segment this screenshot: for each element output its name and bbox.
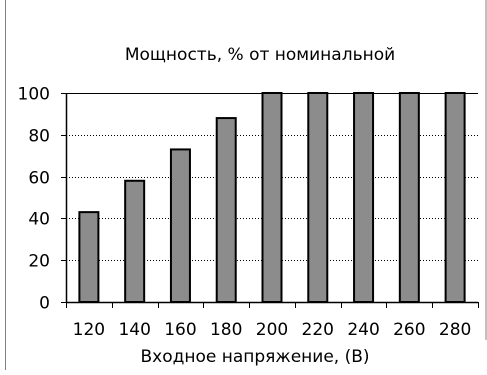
bar <box>169 148 191 303</box>
bar <box>215 117 237 303</box>
chart-title: Мощность, % от номинальной <box>125 45 395 65</box>
bar <box>398 92 420 303</box>
x-tick-labels: 120 140 160 180 200 220 240 260 280 <box>73 320 472 340</box>
bar <box>78 211 100 304</box>
x-tick-label: 120 <box>73 320 105 340</box>
x-tick-label: 160 <box>164 320 196 340</box>
x-tick-label: 180 <box>210 320 242 340</box>
y-tick-labels: 0 20 40 60 80 100 <box>18 85 50 314</box>
bar <box>261 92 283 303</box>
bar <box>307 92 329 303</box>
bar <box>124 179 146 303</box>
x-tick-label: 260 <box>393 320 425 340</box>
y-tick-label: 20 <box>28 252 50 272</box>
x-tick-label: 280 <box>439 320 471 340</box>
y-tick-label: 0 <box>39 294 50 314</box>
axis-layer <box>61 93 479 308</box>
y-tick-label: 60 <box>28 169 50 189</box>
y-tick-label: 100 <box>18 85 50 105</box>
x-tick-label: 240 <box>347 320 379 340</box>
x-axis-label: Входное напряжение, (В) <box>140 347 369 367</box>
bar <box>353 92 375 303</box>
x-tick-label: 200 <box>256 320 288 340</box>
x-tick-label: 220 <box>302 320 334 340</box>
bar <box>444 92 466 303</box>
y-tick-label: 80 <box>28 127 50 147</box>
x-tick-label: 140 <box>118 320 150 340</box>
y-tick-label: 40 <box>28 210 50 230</box>
